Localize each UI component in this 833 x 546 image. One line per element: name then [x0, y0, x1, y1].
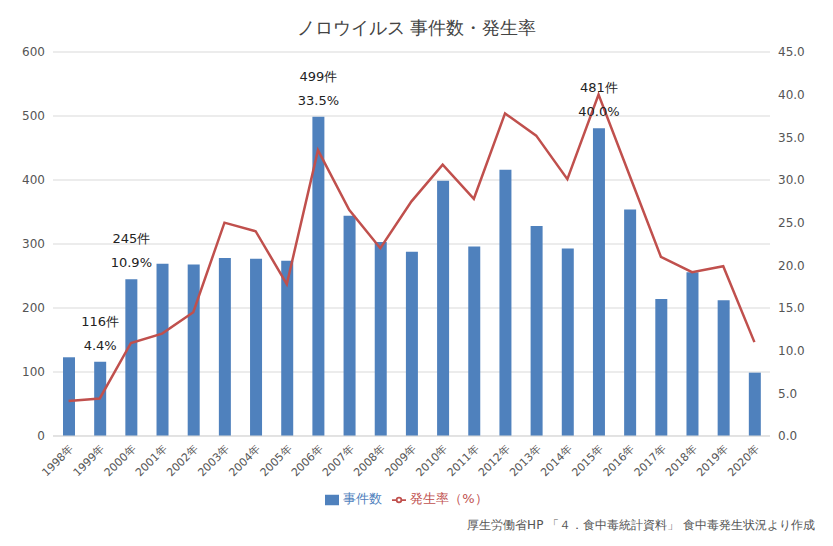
- svg-text:2001年: 2001年: [133, 442, 170, 479]
- svg-text:15.0: 15.0: [778, 301, 805, 315]
- svg-text:116件: 116件: [81, 314, 119, 329]
- svg-text:2010年: 2010年: [414, 442, 451, 479]
- svg-text:500: 500: [22, 109, 45, 123]
- svg-text:45.0: 45.0: [778, 45, 805, 59]
- svg-text:40.0: 40.0: [778, 88, 805, 102]
- svg-text:1999年: 1999年: [71, 442, 108, 479]
- svg-text:40.0%: 40.0%: [578, 104, 619, 119]
- svg-text:30.0: 30.0: [778, 173, 805, 187]
- svg-text:2005年: 2005年: [258, 442, 295, 479]
- svg-text:35.0: 35.0: [778, 131, 805, 145]
- svg-text:33.5%: 33.5%: [298, 93, 339, 108]
- svg-text:2017年: 2017年: [632, 442, 669, 479]
- svg-text:2006年: 2006年: [289, 442, 326, 479]
- svg-text:2019年: 2019年: [694, 442, 731, 479]
- svg-text:499件: 499件: [299, 69, 337, 84]
- svg-text:10.0: 10.0: [778, 344, 805, 358]
- svg-text:2011年: 2011年: [445, 442, 482, 479]
- html-text:事件数: 事件数: [343, 491, 383, 506]
- svg-text:2009年: 2009年: [382, 442, 419, 479]
- svg-text:100: 100: [22, 365, 45, 379]
- svg-text:2016年: 2016年: [601, 442, 638, 479]
- svg-text:2018年: 2018年: [663, 442, 700, 479]
- svg-text:20.0: 20.0: [778, 259, 805, 273]
- html-text:厚生労働省HP 「４．食中毒統計資料」 食中毒発生状況より作: 厚生労働省HP 「４．食中毒統計資料」 食中毒発生状況より作成: [467, 518, 815, 532]
- svg-text:2007年: 2007年: [320, 442, 357, 479]
- svg-text:2014年: 2014年: [538, 442, 575, 479]
- svg-text:481件: 481件: [580, 80, 618, 95]
- svg-text:2013年: 2013年: [507, 442, 544, 479]
- html-text:ノロウイルス 事件数・発生率: ノロウイルス 事件数・発生率: [296, 17, 537, 38]
- html-text:発生率（%）: 発生率（%）: [410, 491, 488, 506]
- svg-text:600: 600: [22, 45, 45, 59]
- svg-text:1998年: 1998年: [39, 442, 76, 479]
- svg-text:5.0: 5.0: [778, 387, 797, 401]
- svg-text:2008年: 2008年: [351, 442, 388, 479]
- svg-text:2004年: 2004年: [227, 442, 264, 479]
- svg-text:200: 200: [22, 301, 45, 315]
- svg-text:2012年: 2012年: [476, 442, 513, 479]
- svg-text:0: 0: [37, 429, 45, 443]
- svg-text:400: 400: [22, 173, 45, 187]
- svg-text:300: 300: [22, 237, 45, 251]
- svg-text:10.9%: 10.9%: [111, 255, 152, 270]
- svg-text:2000年: 2000年: [102, 442, 139, 479]
- svg-text:2002年: 2002年: [164, 442, 201, 479]
- svg-text:25.0: 25.0: [778, 216, 805, 230]
- svg-text:2020年: 2020年: [725, 442, 762, 479]
- svg-text:2003年: 2003年: [195, 442, 232, 479]
- svg-text:2015年: 2015年: [569, 442, 606, 479]
- svg-text:245件: 245件: [112, 231, 150, 246]
- svg-text:0.0: 0.0: [778, 429, 797, 443]
- svg-text:4.4%: 4.4%: [84, 338, 117, 353]
